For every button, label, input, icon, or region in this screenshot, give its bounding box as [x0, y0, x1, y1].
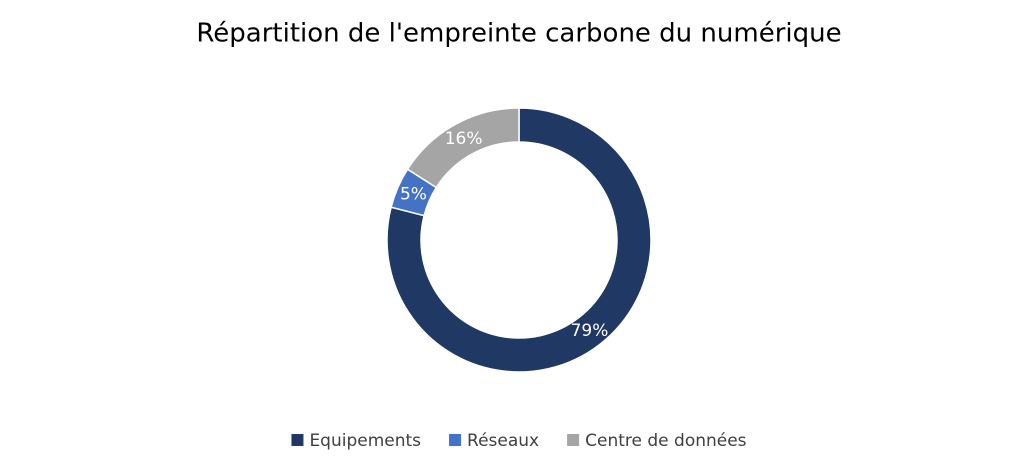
data-label: 79%	[571, 321, 609, 341]
legend-label: Equipements	[309, 431, 421, 451]
donut-slice	[406, 107, 520, 189]
donut-slice	[386, 107, 652, 373]
legend-swatch	[567, 434, 580, 446]
legend-label: Réseaux	[467, 431, 539, 451]
legend-label: Centre de données	[585, 431, 747, 451]
data-label: 16%	[445, 129, 483, 149]
legend-swatch	[291, 434, 304, 446]
legend-swatch	[449, 434, 462, 446]
chart-title: Répartition de l'empreinte carbone du nu…	[196, 19, 841, 49]
data-label: 5%	[400, 184, 427, 204]
